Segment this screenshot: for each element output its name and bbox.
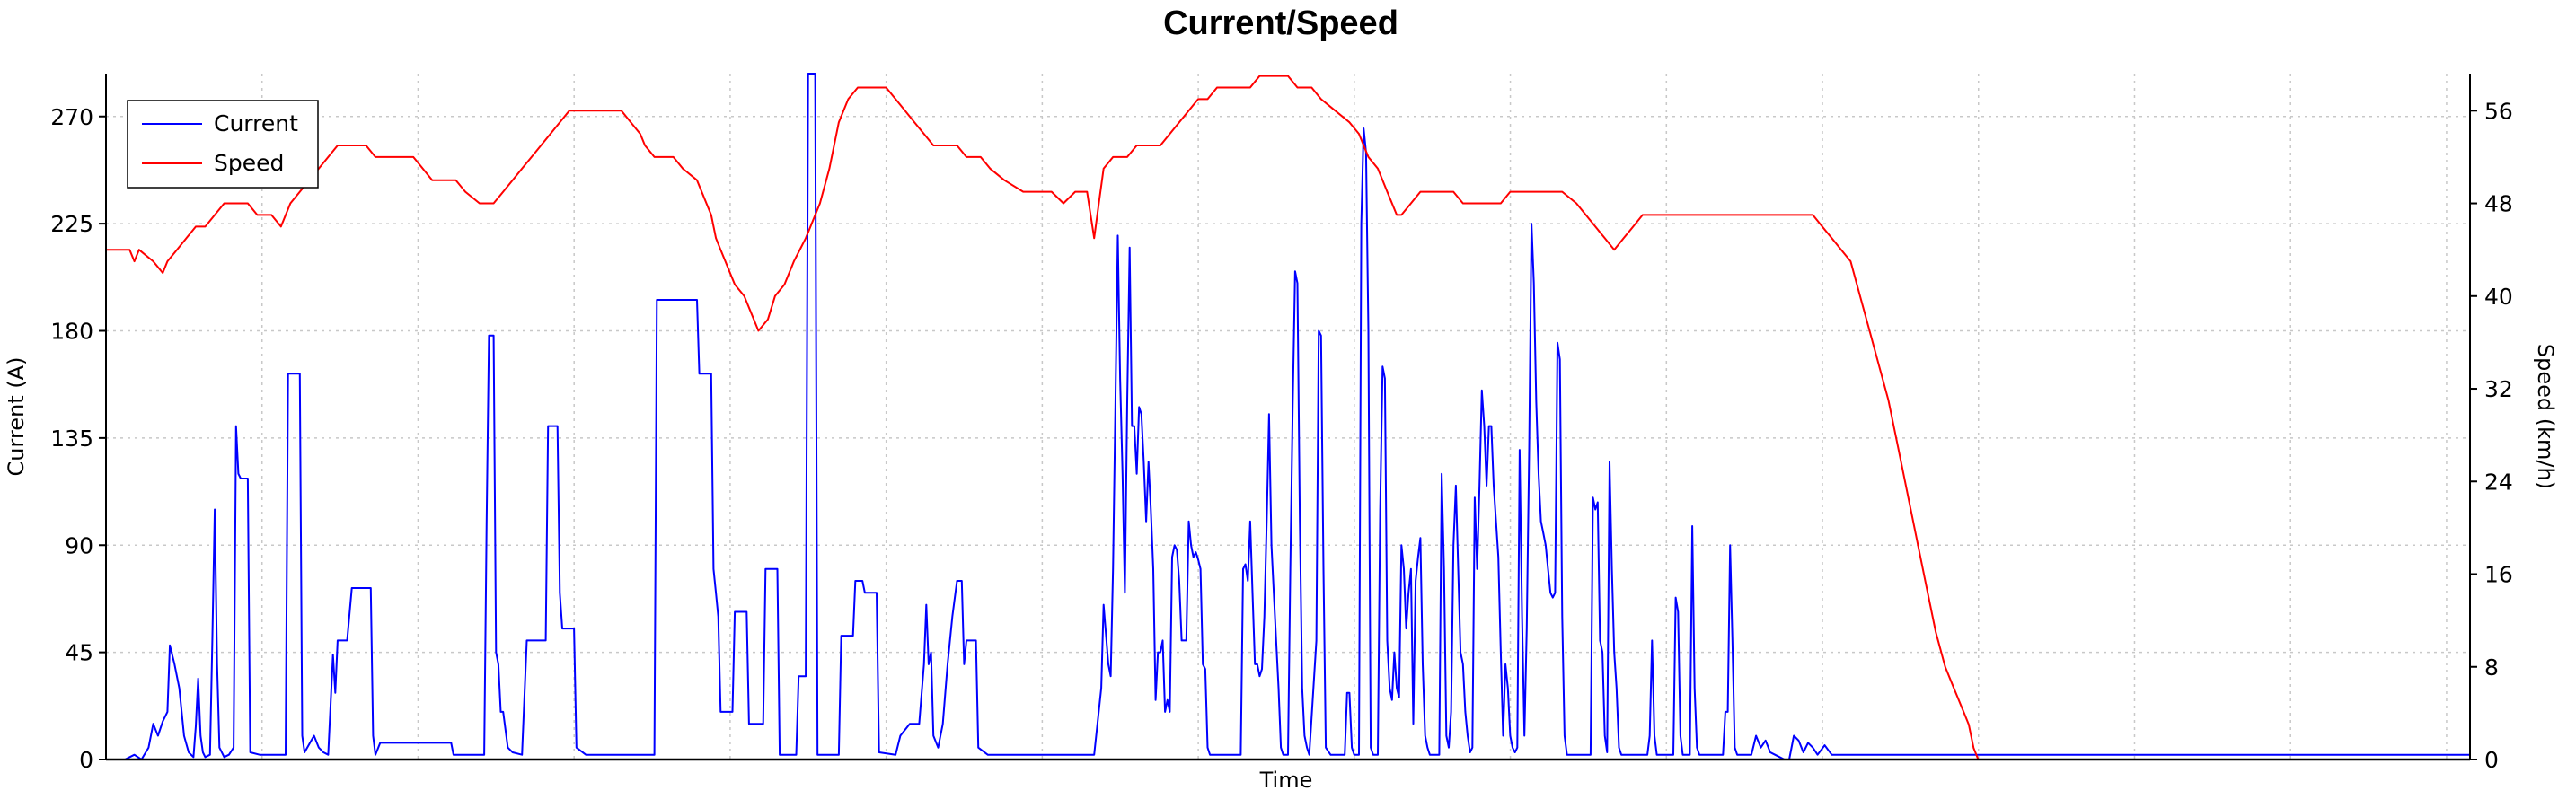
y2-axis-label: Speed (km/h) (2533, 344, 2558, 489)
y-tick-label: 0 (79, 747, 93, 773)
y2-tick-label: 24 (2484, 469, 2513, 495)
y2-tick-label: 0 (2484, 747, 2499, 773)
y2-tick-label: 56 (2484, 98, 2513, 124)
y-tick-label: 225 (50, 211, 93, 237)
legend-label-current: Current (214, 110, 298, 136)
y2-tick-label: 40 (2484, 284, 2513, 310)
left-axis-ticks: 0 45 90 135 180 225 270 (50, 104, 106, 773)
y2-tick-label: 32 (2484, 376, 2513, 402)
y2-tick-label: 48 (2484, 191, 2513, 217)
plot-frame (106, 74, 2470, 760)
series-line-speed (106, 75, 2470, 760)
y-tick-label: 180 (50, 319, 93, 345)
legend: Current Speed (127, 100, 319, 189)
legend-label-speed: Speed (214, 150, 284, 176)
y-tick-label: 135 (50, 426, 93, 452)
y2-tick-label: 8 (2484, 654, 2499, 681)
y-tick-label: 45 (65, 640, 93, 666)
series-line-current (106, 73, 2470, 760)
x-axis-label: Time (1259, 768, 1313, 793)
y-tick-label: 90 (65, 532, 93, 558)
chart-title: Current/Speed (1163, 4, 1398, 42)
y-axis-label: Current (A) (4, 357, 29, 477)
right-axis-ticks: 0 8 16 24 32 40 48 56 (2470, 98, 2513, 773)
y-tick-label: 270 (50, 104, 93, 130)
y2-tick-label: 16 (2484, 562, 2513, 588)
series-layer (106, 73, 2470, 760)
legend-box (127, 100, 319, 189)
grid-layer (106, 74, 2470, 760)
